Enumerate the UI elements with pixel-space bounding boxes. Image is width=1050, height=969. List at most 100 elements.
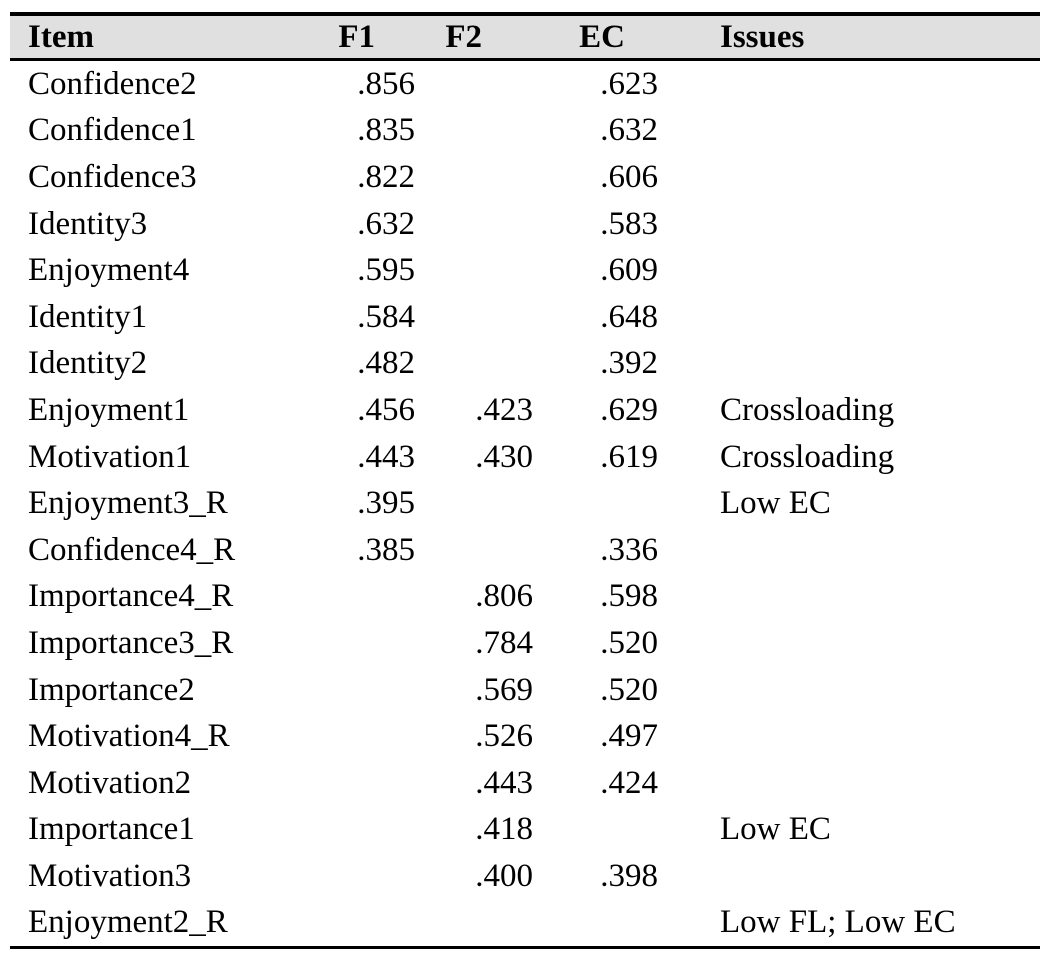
issues-cell: [665, 341, 1040, 388]
column-header-f1: F1: [338, 18, 375, 55]
f1-loading-cell: .395: [357, 485, 415, 522]
f2-loading-cell: [430, 201, 545, 248]
extracted-communality-cell: .598: [600, 578, 658, 615]
item-cell: Motivation3: [28, 857, 192, 894]
extracted-communality-cell: .424: [600, 764, 658, 801]
f1-loading-cell: .632: [357, 205, 415, 242]
f2-loading-cell: [430, 108, 545, 155]
item-cell: Confidence4_R: [28, 531, 236, 568]
f1-loading-cell: [330, 574, 430, 621]
item-cell: Identity1: [28, 298, 148, 335]
column-header-item: Item: [28, 18, 94, 55]
issues-cell: [665, 294, 1040, 341]
issues-cell: [665, 60, 1040, 108]
extracted-communality-cell: [545, 900, 665, 948]
issues-cell: [665, 667, 1040, 714]
f1-loading-cell: [330, 807, 430, 854]
f1-loading-cell: .856: [357, 65, 415, 102]
issues-cell: Low EC: [720, 485, 831, 522]
table-row: Importance1 .418 Low EC: [10, 807, 1040, 854]
table-row: Identity3 .632 .583: [10, 201, 1040, 248]
table-row: Importance3_R .784 .520: [10, 620, 1040, 667]
item-cell: Enjoyment1: [28, 391, 190, 428]
factor-loadings-table: Item F1 F2 EC Issues Confidence2 .856 .623…: [10, 12, 1040, 950]
table-row: Confidence3 .822 .606: [10, 154, 1040, 201]
f1-loading-cell: .456: [357, 391, 415, 428]
column-header-f2: F2: [445, 18, 482, 55]
f2-loading-cell: [430, 900, 545, 948]
table-row: Enjoyment2_R Low FL; Low EC: [10, 900, 1040, 948]
item-cell: Enjoyment2_R: [28, 904, 228, 941]
table-row: Identity2 .482 .392: [10, 341, 1040, 388]
table-row: Confidence4_R .385 .336: [10, 527, 1040, 574]
item-cell: Confidence1: [28, 112, 197, 149]
f2-loading-cell: .526: [475, 718, 533, 755]
issues-cell: [665, 247, 1040, 294]
extracted-communality-cell: .583: [600, 205, 658, 242]
item-cell: Identity2: [28, 345, 148, 382]
f2-loading-cell: [430, 341, 545, 388]
f2-loading-cell: [430, 527, 545, 574]
f1-loading-cell: .595: [357, 252, 415, 289]
extracted-communality-cell: .497: [600, 718, 658, 755]
f1-loading-cell: [330, 760, 430, 807]
f1-loading-cell: .443: [357, 438, 415, 475]
extracted-communality-cell: .609: [600, 252, 658, 289]
issues-cell: [665, 574, 1040, 621]
issues-cell: Low EC: [720, 811, 831, 848]
f2-loading-cell: .418: [475, 811, 533, 848]
table-row: Importance4_R .806 .598: [10, 574, 1040, 621]
extracted-communality-cell: .619: [600, 438, 658, 475]
extracted-communality-cell: .336: [600, 531, 658, 568]
table-row: Confidence1 .835 .632: [10, 108, 1040, 155]
item-cell: Enjoyment4: [28, 252, 190, 289]
f1-loading-cell: .385: [357, 531, 415, 568]
f1-loading-cell: [330, 713, 430, 760]
extracted-communality-cell: .520: [600, 624, 658, 661]
f2-loading-cell: .400: [475, 857, 533, 894]
extracted-communality-cell: .632: [600, 112, 658, 149]
f2-loading-cell: [430, 60, 545, 108]
issues-cell: [665, 853, 1040, 900]
page: Item F1 F2 EC Issues Confidence2 .856 .623…: [0, 12, 1050, 969]
item-cell: Enjoyment3_R: [28, 485, 228, 522]
extracted-communality-cell: [545, 807, 665, 854]
f1-loading-cell: .584: [357, 298, 415, 335]
f1-loading-cell: [330, 667, 430, 714]
column-header-ec: EC: [579, 18, 625, 55]
item-cell: Motivation2: [28, 764, 192, 801]
table-row: Motivation1 .443 .430 .619 Crossloading: [10, 434, 1040, 481]
extracted-communality-cell: [545, 480, 665, 527]
issues-cell: [665, 620, 1040, 667]
f2-loading-cell: [430, 154, 545, 201]
f2-loading-cell: [430, 480, 545, 527]
f2-loading-cell: .806: [475, 578, 533, 615]
f2-loading-cell: [430, 247, 545, 294]
f2-loading-cell: .443: [475, 764, 533, 801]
item-cell: Confidence3: [28, 158, 197, 195]
issues-cell: [665, 201, 1040, 248]
issues-cell: [665, 108, 1040, 155]
table-header: Item F1 F2 EC Issues: [10, 14, 1040, 60]
extracted-communality-cell: .648: [600, 298, 658, 335]
table-row: Importance2 .569 .520: [10, 667, 1040, 714]
table-row: Motivation3 .400 .398: [10, 853, 1040, 900]
f1-loading-cell: .835: [357, 112, 415, 149]
f1-loading-cell: [330, 900, 430, 948]
issues-cell: Low FL; Low EC: [720, 904, 956, 941]
extracted-communality-cell: .629: [600, 391, 658, 428]
table-row: Identity1 .584 .648: [10, 294, 1040, 341]
issues-cell: Crossloading: [720, 438, 895, 475]
item-cell: Motivation1: [28, 438, 192, 475]
f1-loading-cell: .482: [357, 345, 415, 382]
extracted-communality-cell: .623: [600, 65, 658, 102]
item-cell: Importance4_R: [28, 578, 234, 615]
f1-loading-cell: [330, 620, 430, 667]
table-row: Enjoyment1 .456 .423 .629 Crossloading: [10, 387, 1040, 434]
table-row: Motivation4_R .526 .497: [10, 713, 1040, 760]
table-row: Motivation2 .443 .424: [10, 760, 1040, 807]
table-body: Confidence2.856.623 Confidence1.835.632 Co…: [10, 60, 1040, 948]
issues-cell: [665, 760, 1040, 807]
f2-loading-cell: [430, 294, 545, 341]
item-cell: Importance2: [28, 671, 195, 708]
